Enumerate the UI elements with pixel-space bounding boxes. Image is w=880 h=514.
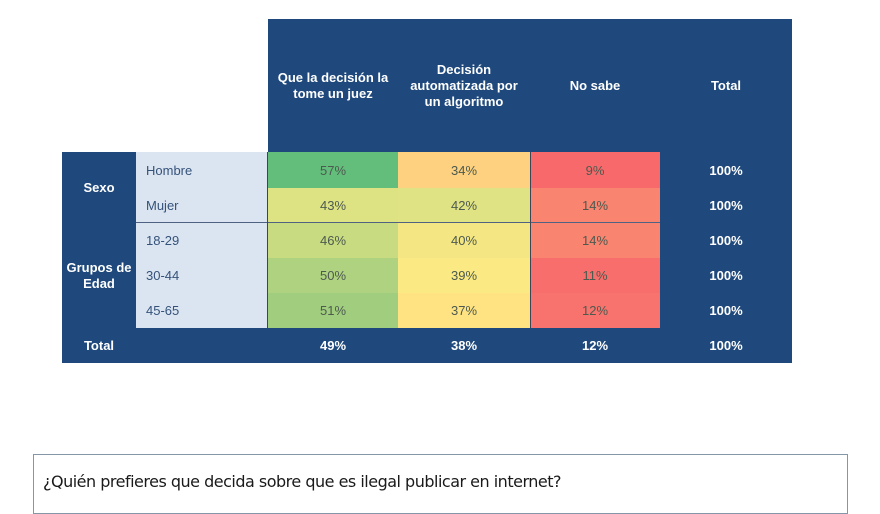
column-header-algoritmo: Decisión automatizada por un algoritmo xyxy=(410,62,518,109)
column-divider xyxy=(530,152,531,328)
heatmap-cell: 50% xyxy=(268,258,398,293)
heatmap-cell: 57% xyxy=(268,152,398,188)
group-column xyxy=(62,152,136,328)
heatmap-cell: 51% xyxy=(268,293,398,328)
heatmap-cell: 39% xyxy=(398,258,530,293)
total-value: 12% xyxy=(581,338,609,353)
column-header-juez: Que la decisión la tome un juez xyxy=(277,70,389,101)
row-label: 45-65 xyxy=(136,293,268,328)
heatmap-cell: 11% xyxy=(530,258,660,293)
column-header-total: Total xyxy=(710,78,742,93)
heatmap-cell: 34% xyxy=(398,152,530,188)
group-label-sexo: Sexo xyxy=(83,179,115,195)
row-total-value: 100% xyxy=(709,303,743,318)
row-total-value: 100% xyxy=(709,162,743,178)
row-label: Mujer xyxy=(136,188,268,223)
heatmap-cell: 42% xyxy=(398,188,530,223)
heatmap-cell: 12% xyxy=(530,293,660,328)
total-value: 38% xyxy=(450,338,478,353)
heatmap-cell: 9% xyxy=(530,152,660,188)
row-label: Hombre xyxy=(136,152,268,188)
total-value: 100% xyxy=(709,338,743,353)
table-header xyxy=(268,19,792,153)
row-total-value: 100% xyxy=(709,198,743,213)
heatmap-cell: 46% xyxy=(268,223,398,258)
heatmap-cell: 43% xyxy=(268,188,398,223)
column-divider xyxy=(267,152,268,328)
heatmap-cell: 14% xyxy=(530,223,660,258)
heatmap-cell: 14% xyxy=(530,188,660,223)
row-label: 30-44 xyxy=(136,258,268,293)
group-divider xyxy=(136,222,660,223)
column-header-no-sabe: No sabe xyxy=(569,78,621,93)
total-row-label: Total xyxy=(83,338,115,353)
row-label: 18-29 xyxy=(136,223,268,258)
heatmap-cell: 37% xyxy=(398,293,530,328)
total-value: 49% xyxy=(319,338,347,353)
row-total-value: 100% xyxy=(709,268,743,283)
results-table: Que la decisión la tome un juez Decisión… xyxy=(62,19,792,363)
total-column xyxy=(660,152,792,328)
group-label-edad: Grupos de Edad xyxy=(66,259,132,291)
question-text: ¿Quién prefieres que decida sobre que es… xyxy=(43,472,561,491)
question-box: ¿Quién prefieres que decida sobre que es… xyxy=(33,454,848,514)
heatmap-cell: 40% xyxy=(398,223,530,258)
row-total-value: 100% xyxy=(709,233,743,248)
total-row xyxy=(62,328,792,363)
